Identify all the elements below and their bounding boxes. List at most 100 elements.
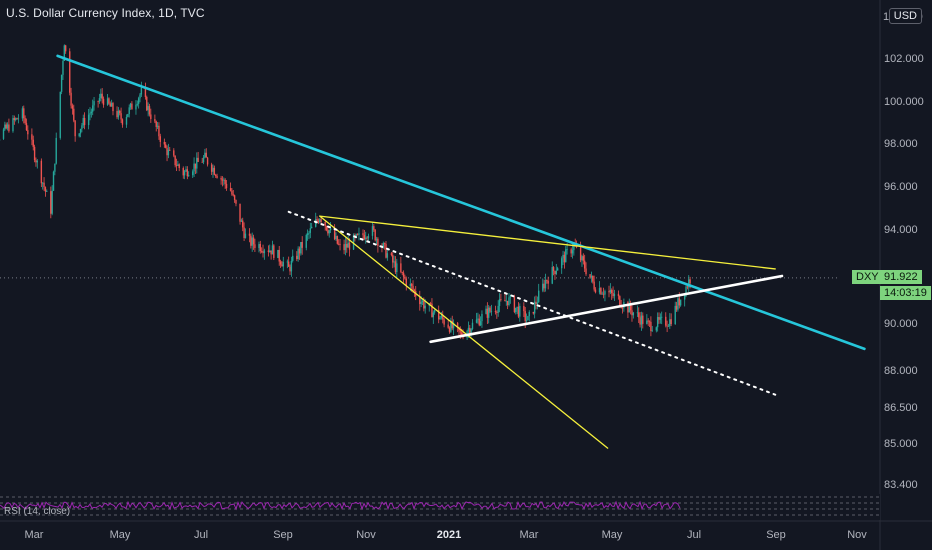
candle-body: [164, 144, 167, 148]
candle: [166, 145, 168, 162]
candle-body: [631, 310, 633, 316]
candle-body: [89, 113, 91, 115]
candle-body: [602, 293, 605, 295]
candle: [62, 59, 64, 81]
candle-body: [429, 303, 432, 304]
candle: [651, 325, 653, 332]
candle-body: [339, 243, 341, 245]
candle: [164, 141, 167, 149]
candle-body: [64, 45, 67, 52]
candle: [347, 235, 349, 248]
candle-body: [352, 235, 355, 250]
candle: [167, 143, 170, 159]
x-tick-label: Sep: [766, 529, 786, 541]
currency-button[interactable]: USD: [888, 8, 922, 24]
candle: [252, 234, 255, 250]
candle-body: [432, 312, 435, 318]
candle: [135, 100, 137, 115]
candle-body: [74, 120, 76, 137]
candle: [55, 132, 57, 165]
candle-body: [488, 307, 490, 318]
candle-body: [544, 280, 547, 289]
candle-body: [393, 261, 395, 263]
candle-body: [546, 280, 548, 281]
candle: [401, 271, 403, 276]
candle-body: [636, 312, 639, 314]
candle: [581, 254, 583, 267]
candle: [669, 313, 671, 329]
candle: [262, 244, 264, 258]
candle-body: [154, 119, 156, 122]
candle: [13, 115, 16, 125]
candle-body: [25, 123, 28, 131]
candle: [5, 122, 7, 130]
candle: [139, 93, 141, 103]
candle: [308, 230, 310, 240]
candle: [119, 109, 121, 116]
candle: [317, 218, 320, 225]
candle-body: [110, 103, 113, 107]
candle-body: [485, 308, 487, 314]
candle-body: [344, 244, 347, 251]
candle: [447, 320, 449, 329]
candle: [448, 326, 451, 334]
candle-body: [106, 98, 109, 105]
candle: [23, 105, 25, 124]
candle: [97, 100, 99, 108]
candle: [547, 276, 549, 290]
candle: [562, 250, 564, 266]
candle-body: [678, 298, 680, 306]
candle-body: [233, 195, 236, 200]
candle-body: [346, 244, 348, 248]
trendline-white-solid-3: [429, 274, 784, 344]
candle-body: [52, 171, 55, 191]
candle-body: [363, 235, 366, 240]
candle: [433, 309, 436, 315]
candle: [665, 312, 667, 328]
candle-body: [551, 267, 553, 284]
candle-body: [575, 246, 578, 248]
candle-body: [242, 220, 244, 228]
candle-body: [543, 283, 545, 289]
candle: [202, 155, 205, 165]
candle: [640, 311, 643, 331]
candle: [367, 233, 370, 242]
candle: [210, 162, 213, 175]
candle: [271, 240, 274, 255]
candle-body: [59, 91, 61, 138]
candle-body: [325, 226, 328, 231]
candle: [390, 252, 393, 257]
candle: [197, 151, 199, 163]
candle: [650, 316, 652, 337]
candle-body: [260, 250, 263, 252]
candle: [471, 319, 474, 331]
candle-body: [627, 302, 629, 313]
y-tick-label: 96.000: [884, 181, 918, 193]
rsi-label: RSI (14, close): [4, 506, 71, 517]
candle: [675, 301, 678, 312]
candle: [555, 263, 557, 276]
candle: [40, 158, 43, 188]
candle: [592, 275, 594, 284]
candle-body: [262, 251, 264, 254]
trendline-cyan-solid-0: [56, 54, 866, 351]
candle-body: [14, 118, 17, 121]
candle: [646, 314, 648, 325]
candle-body: [405, 278, 407, 286]
candle: [250, 233, 252, 249]
candle-body: [638, 312, 640, 318]
candle-body: [220, 177, 222, 180]
candle: [478, 314, 480, 327]
candle: [269, 244, 271, 253]
candle-body: [420, 301, 422, 305]
candle-body: [193, 163, 195, 172]
candle-body: [258, 244, 260, 248]
candle: [112, 101, 114, 116]
candle-body: [481, 313, 483, 322]
candle-body: [271, 245, 274, 255]
candle-body: [404, 276, 406, 279]
candle: [362, 229, 364, 240]
candle-body: [223, 179, 225, 181]
